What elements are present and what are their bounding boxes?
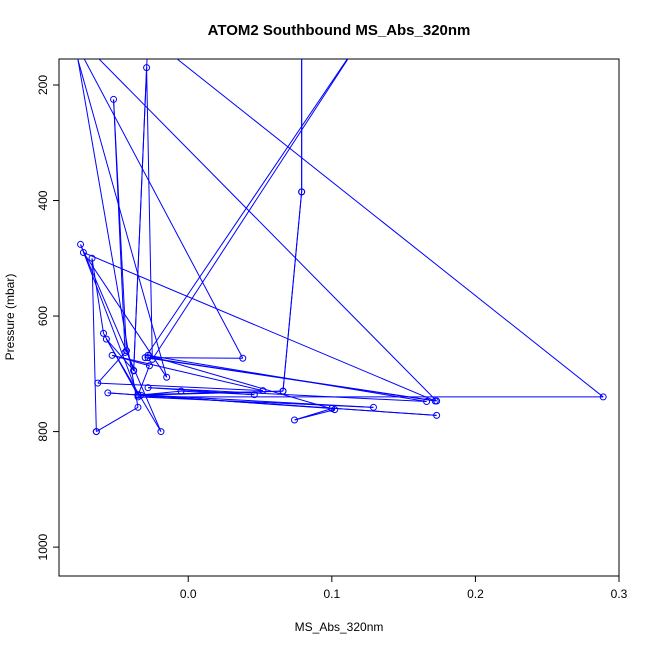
data-point [94,379,102,387]
data-point [121,348,129,356]
data-point [177,387,185,395]
x-tick-label: 0.2 [467,587,484,601]
x-tick-label: 0.3 [611,587,628,601]
x-tick-label: 0.0 [180,587,197,601]
data-point [104,389,112,397]
y-tick-label: 200 [36,75,50,95]
series-segment [80,244,162,432]
series-segment [148,387,427,403]
series-segment [91,258,105,334]
series-segment [147,357,437,402]
series-segment [77,59,139,408]
series-segment [106,338,135,371]
data-point [259,387,267,395]
data-point [144,354,152,362]
series-segment [111,354,150,367]
data-point [298,188,306,196]
data-point [134,403,142,411]
series-segment [133,67,148,371]
data-point [163,373,171,381]
x-axis: 0.0 0.1 0.2 0.3 [180,575,628,601]
data-point [250,391,258,399]
data-point [433,411,441,419]
data-point [141,354,149,362]
data-point [290,416,298,424]
data-point [145,362,153,370]
y-tick-label: 400 [36,190,50,210]
series-segment [144,59,348,358]
series-segment [151,59,349,360]
data-point [88,254,96,262]
data-point [423,398,431,406]
x-axis-label: MS_Abs_320nm [295,620,384,634]
plot-area [77,59,607,436]
data-point [77,240,85,248]
data-point [148,355,156,363]
data-point [144,384,152,392]
data-point [369,403,377,411]
plot-frame [58,58,620,577]
chart-title: ATOM2 Southbound MS_Abs_320nm [208,22,471,39]
data-point [79,249,87,257]
y-axis-label: Pressure (mbar) [3,274,17,361]
data-point [134,391,142,399]
series-segment [148,357,243,359]
data-point [130,367,138,375]
series-segment [137,396,374,408]
data-point [328,404,336,412]
series-segment [77,59,168,378]
series-segment [112,354,264,392]
data-point [102,335,110,343]
y-tick-label: 1000 [36,533,50,560]
data-point [433,397,441,405]
x-tick-label: 0.1 [323,587,340,601]
series-segment [137,365,150,396]
series-segment [294,408,332,421]
series-segment [98,59,437,402]
series-segment [282,191,303,392]
series-segment [140,394,437,416]
series-segment [146,67,153,360]
data-point [279,387,287,395]
data-point [100,329,108,337]
data-point [110,95,118,103]
series-segment [80,244,139,396]
data-point [157,428,165,436]
series-segment [113,99,126,353]
series-segment [96,406,139,433]
data-point [239,354,247,362]
data-point [599,393,607,401]
data-point [134,393,142,401]
data-point [122,347,130,355]
data-point [108,351,116,359]
series-segment [83,252,436,402]
series-segment [147,354,335,411]
series-segment [91,258,97,432]
series-segment [83,59,244,359]
series-segment [176,59,604,398]
data-point [92,428,100,436]
series-segment [137,390,284,396]
y-tick-label: 600 [36,306,50,326]
y-tick-label: 800 [36,421,50,441]
series-segment [97,382,263,392]
y-axis: 200 400 600 800 1000 [36,75,60,560]
data-point [143,64,151,72]
